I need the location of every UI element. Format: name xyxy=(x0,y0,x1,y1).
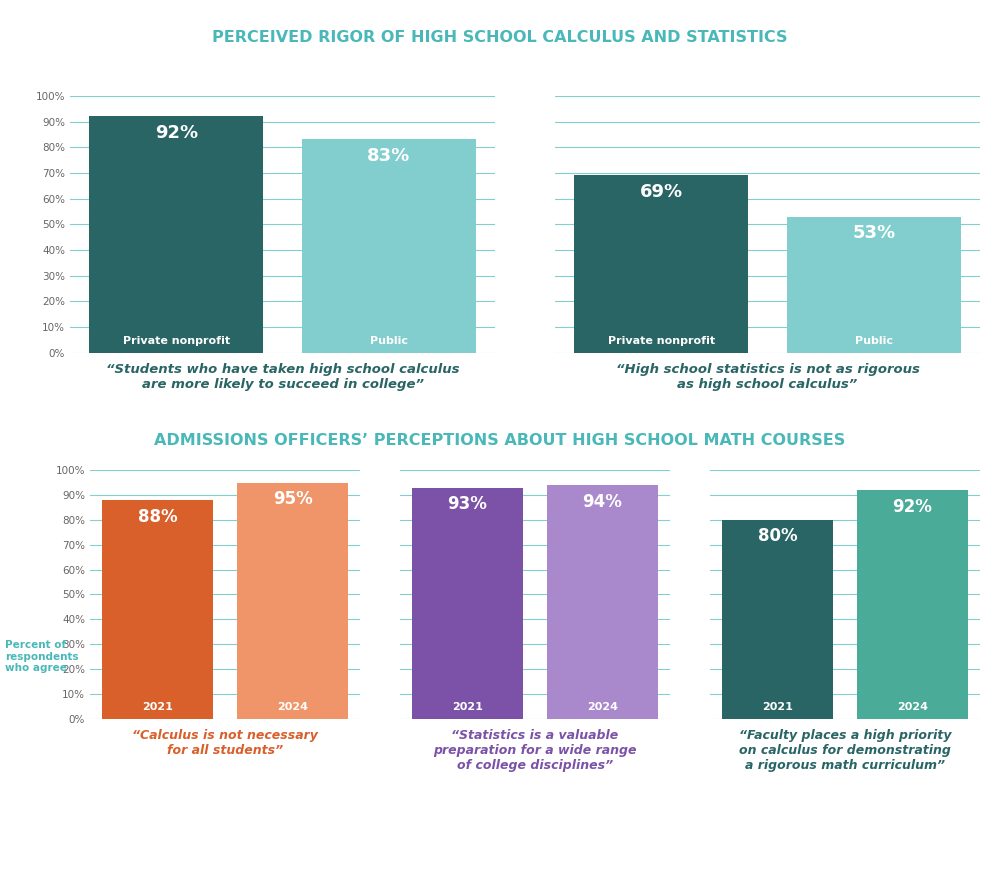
Text: 94%: 94% xyxy=(583,493,622,510)
Bar xyxy=(302,139,476,353)
Text: ADMISSIONS OFFICERS’ PERCEPTIONS ABOUT HIGH SCHOOL MATH COURSES: ADMISSIONS OFFICERS’ PERCEPTIONS ABOUT H… xyxy=(154,433,846,448)
Bar xyxy=(412,488,523,719)
Text: “Calculus is not necessary
for all students”: “Calculus is not necessary for all stude… xyxy=(132,729,318,757)
Text: Public: Public xyxy=(855,336,893,347)
Text: 2021: 2021 xyxy=(452,702,483,712)
Text: 92%: 92% xyxy=(893,497,932,516)
Bar xyxy=(857,490,968,719)
Text: “Statistics is a valuable
preparation for a wide range
of college disciplines”: “Statistics is a valuable preparation fo… xyxy=(433,729,637,772)
Text: 80%: 80% xyxy=(758,528,797,545)
Bar xyxy=(89,117,263,353)
Text: 93%: 93% xyxy=(448,495,487,513)
Text: 88%: 88% xyxy=(138,508,177,525)
Bar xyxy=(237,483,348,719)
Text: “High school statistics is not as rigorous
as high school calculus”: “High school statistics is not as rigoro… xyxy=(616,363,919,391)
Text: Public: Public xyxy=(370,336,408,347)
Text: 53%: 53% xyxy=(852,225,895,242)
Text: 92%: 92% xyxy=(155,124,198,142)
Text: 2021: 2021 xyxy=(762,702,793,712)
Text: 69%: 69% xyxy=(640,183,683,201)
Text: 83%: 83% xyxy=(367,147,410,165)
Text: 2024: 2024 xyxy=(897,702,928,712)
Text: 2024: 2024 xyxy=(277,702,308,712)
Text: Private nonprofit: Private nonprofit xyxy=(123,336,230,347)
Bar xyxy=(787,217,961,353)
Text: “Students who have taken high school calculus
are more likely to succeed in coll: “Students who have taken high school cal… xyxy=(106,363,459,391)
Bar xyxy=(722,520,833,719)
Text: “Faculty places a high priority
on calculus for demonstrating
a rigorous math cu: “Faculty places a high priority on calcu… xyxy=(739,729,951,772)
Text: 2024: 2024 xyxy=(587,702,618,712)
Text: 95%: 95% xyxy=(273,490,312,508)
Text: Percent of
respondents
who agree: Percent of respondents who agree xyxy=(5,640,79,673)
Bar xyxy=(547,485,658,719)
Bar xyxy=(574,175,748,353)
Text: PERCEIVED RIGOR OF HIGH SCHOOL CALCULUS AND STATISTICS: PERCEIVED RIGOR OF HIGH SCHOOL CALCULUS … xyxy=(212,30,788,45)
Text: Private nonprofit: Private nonprofit xyxy=(608,336,715,347)
Bar xyxy=(102,500,213,719)
Text: 2021: 2021 xyxy=(142,702,173,712)
